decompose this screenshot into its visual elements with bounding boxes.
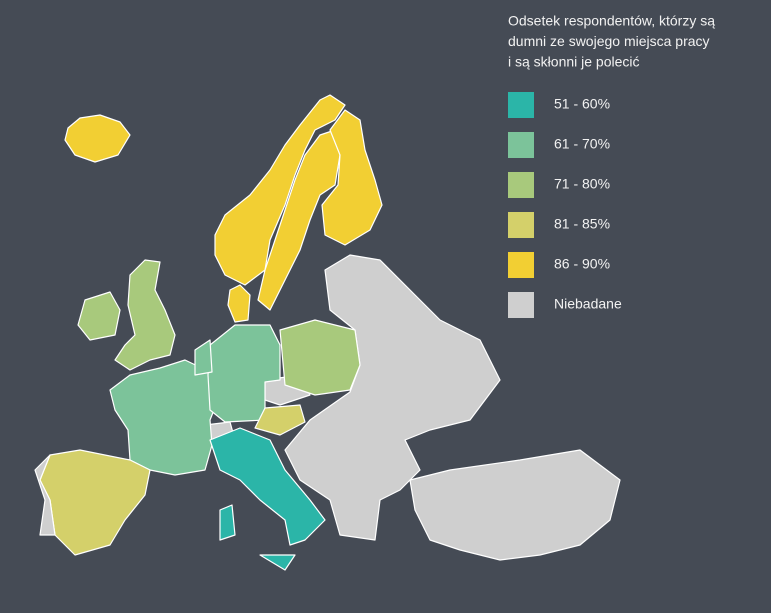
- region: [207, 324, 281, 423]
- legend-swatch: [508, 172, 534, 198]
- region: [321, 109, 383, 246]
- legend-title: Odsetek respondentów, którzy są: [508, 13, 715, 29]
- region: [279, 319, 361, 396]
- region: [64, 114, 131, 163]
- region: [209, 427, 326, 546]
- region: [254, 404, 306, 436]
- region: [114, 259, 176, 371]
- region: [34, 454, 56, 536]
- legend-label: 81 - 85%: [554, 216, 610, 232]
- legend-title: dumni ze swojego miejsca pracy: [508, 33, 710, 49]
- legend-swatch: [508, 132, 534, 158]
- legend: Odsetek respondentów, którzy są dumni ze …: [508, 13, 715, 318]
- legend-swatch: [508, 292, 534, 318]
- legend-title: i są skłonni je polecić: [508, 54, 640, 70]
- legend-label: 86 - 90%: [554, 256, 610, 272]
- legend-swatch: [508, 212, 534, 238]
- legend-label: 61 - 70%: [554, 136, 610, 152]
- legend-label: 71 - 80%: [554, 176, 610, 192]
- legend-label: 51 - 60%: [554, 96, 610, 112]
- region: [219, 504, 236, 541]
- region: [194, 339, 213, 376]
- region: [257, 129, 341, 311]
- region: [227, 284, 251, 323]
- region: [259, 554, 296, 571]
- map: [34, 94, 621, 571]
- legend-swatch: [508, 92, 534, 118]
- legend-label: Niebadane: [554, 296, 622, 312]
- region: [77, 291, 121, 341]
- region: [409, 449, 621, 561]
- legend-swatch: [508, 252, 534, 278]
- region: [214, 94, 346, 286]
- region: [284, 254, 501, 541]
